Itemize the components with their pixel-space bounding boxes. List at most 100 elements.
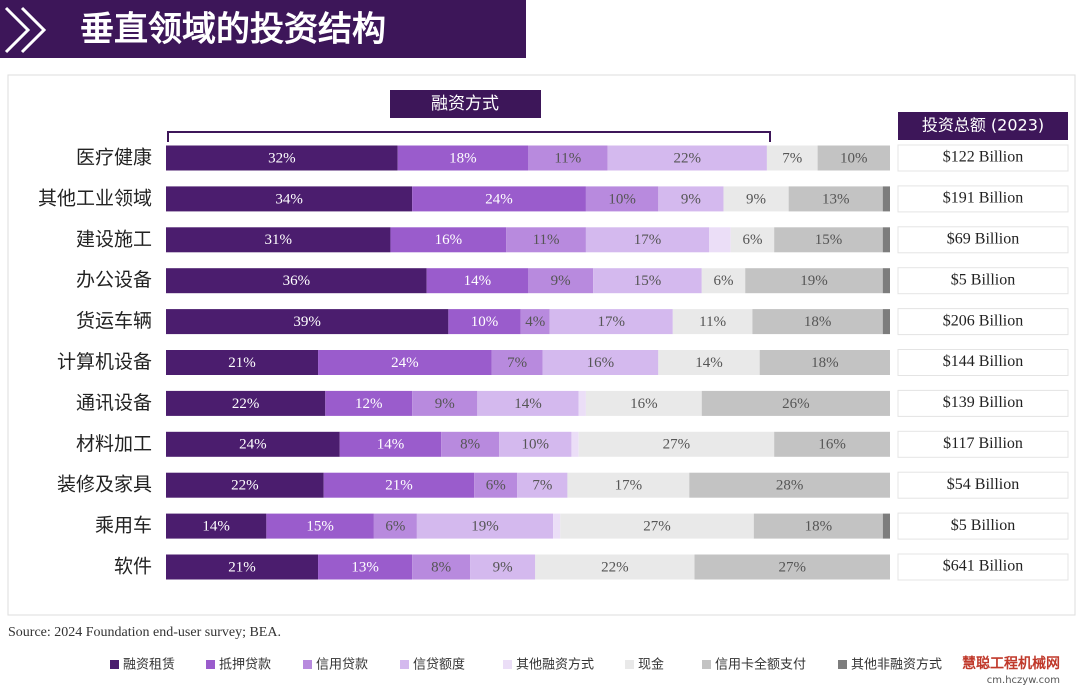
value-label: 7% — [532, 478, 552, 494]
total-box — [897, 471, 1069, 499]
bar-segment — [477, 390, 579, 416]
value-label: 27% — [663, 437, 691, 453]
bar-segment — [730, 227, 775, 253]
legend-swatch — [110, 660, 119, 669]
bar-segment — [723, 186, 789, 212]
bar-segment — [788, 186, 883, 212]
bar-segment — [753, 513, 883, 539]
bar-segment — [774, 227, 883, 253]
total-label: $69 Billion — [947, 230, 1019, 247]
total-box — [897, 144, 1069, 172]
value-label: 6% — [486, 478, 506, 494]
bar-segment — [585, 227, 709, 253]
bar-segment — [658, 350, 760, 375]
source: Source: 2024 Foundation end-user survey;… — [8, 625, 281, 640]
category-label: 医疗健康 — [76, 147, 152, 169]
total-label: $144 Billion — [943, 353, 1023, 370]
value-label: 9% — [551, 273, 571, 289]
value-label: 18% — [805, 519, 833, 535]
value-label: 14% — [695, 355, 723, 371]
category-label: 建设施工 — [76, 228, 152, 250]
bar-segment — [882, 227, 890, 253]
totals-header-box — [898, 112, 1068, 140]
bar-segment — [166, 554, 319, 580]
legend-label: 其他非融资方式 — [851, 657, 942, 673]
bar-segment — [745, 268, 883, 294]
bar-segment — [517, 472, 568, 498]
value-label: 36% — [283, 273, 311, 289]
total-label: $139 Billion — [943, 394, 1023, 411]
bar-segment — [166, 431, 340, 457]
bar-segment — [542, 350, 659, 375]
value-label: 22% — [232, 396, 260, 412]
value-label: 7% — [782, 150, 802, 166]
bar-segment — [491, 350, 543, 375]
bar-segment — [593, 268, 702, 294]
bar-segment — [166, 390, 326, 416]
value-label: 8% — [460, 437, 480, 453]
value-label: 27% — [643, 519, 671, 535]
totals-header: 投资总额 (2023) — [922, 116, 1044, 135]
legend-swatch — [838, 660, 847, 669]
value-label: 24% — [239, 437, 267, 453]
legend-swatch — [503, 660, 512, 669]
category-label: 计算机设备 — [57, 351, 152, 373]
total-box — [897, 226, 1069, 254]
total-box — [897, 553, 1069, 581]
bar-segment — [585, 390, 702, 416]
value-label: 14% — [464, 273, 492, 289]
value-label: 9% — [435, 396, 455, 412]
bar-segment — [474, 472, 518, 498]
legend-label: 信用贷款 — [316, 658, 368, 673]
bar-segment — [323, 472, 475, 498]
bar-segment — [266, 513, 374, 539]
bar-segment — [701, 268, 746, 294]
value-label: 9% — [681, 191, 701, 207]
value-label: 9% — [493, 559, 513, 575]
category-label: 办公设备 — [76, 269, 152, 291]
value-label: 10% — [521, 437, 549, 453]
logo-url: cm.hczyw.com — [987, 675, 1060, 686]
bracket-label: 融资方式 — [431, 94, 499, 114]
value-label: 34% — [275, 191, 303, 207]
bar-segment — [339, 431, 442, 457]
total-box — [897, 512, 1069, 540]
legend-label: 信用卡全额支付 — [715, 657, 806, 673]
bar-segment — [318, 554, 413, 580]
category-label: 通讯设备 — [76, 392, 152, 414]
legend-swatch — [206, 660, 215, 669]
value-label: 22% — [674, 150, 702, 166]
value-label: 4% — [525, 314, 545, 330]
title-banner — [0, 0, 526, 58]
value-label: 16% — [435, 232, 463, 248]
bar-segment — [607, 145, 767, 171]
total-label: $5 Billion — [951, 271, 1015, 288]
value-label: 16% — [818, 437, 846, 453]
bar-segment — [166, 309, 449, 335]
bar-segment — [701, 390, 890, 416]
bar-segment — [528, 145, 608, 171]
bar-segment — [412, 186, 586, 212]
total-label: $5 Billion — [951, 517, 1015, 534]
value-label: 13% — [822, 191, 850, 207]
bar-segment — [166, 350, 319, 375]
value-label: 6% — [713, 273, 733, 289]
value-label: 15% — [634, 273, 662, 289]
bar-segment — [390, 227, 507, 253]
category-label: 软件 — [114, 556, 152, 578]
value-label: 21% — [385, 478, 413, 494]
bar-segment — [567, 472, 690, 498]
bar-segment — [448, 309, 521, 335]
bar-segment — [658, 186, 724, 212]
legend-swatch — [702, 660, 711, 669]
value-label: 12% — [355, 396, 383, 412]
category-label: 材料加工 — [76, 433, 152, 455]
bar-segment — [535, 554, 695, 580]
value-label: 17% — [598, 314, 626, 330]
total-label: $54 Billion — [947, 476, 1019, 493]
total-label: $122 Billion — [943, 149, 1023, 166]
value-label: 11% — [533, 232, 560, 248]
legend-label: 其他融资方式 — [516, 657, 594, 673]
total-box — [897, 185, 1069, 213]
